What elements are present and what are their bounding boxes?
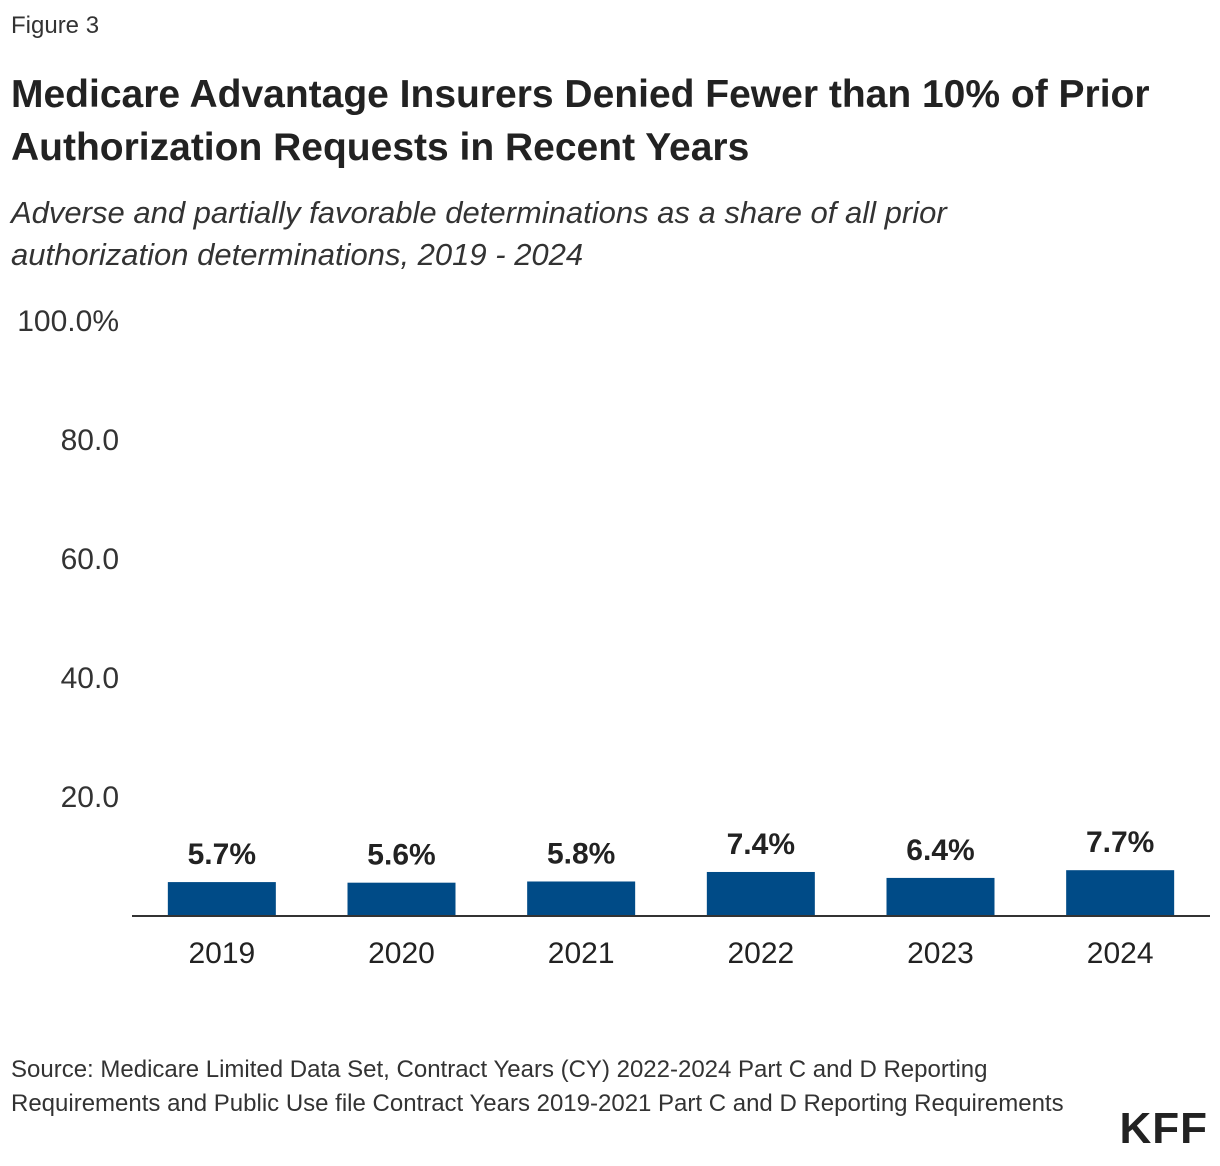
data-labels: 5.7% 5.6% 5.8% 7.4% 6.4% 7.7%	[188, 826, 1155, 871]
bar-2023	[886, 877, 995, 916]
bar-2019	[167, 882, 276, 916]
y-tick-label: 40.0	[61, 662, 119, 695]
x-tick-label-2019: 2019	[188, 937, 255, 970]
y-axis-ticks: 20.0 40.0 60.0 80.0 100.0%	[17, 305, 119, 814]
x-tick-label-2022: 2022	[727, 937, 794, 970]
bar-2022	[706, 871, 815, 916]
x-tick-label-2024: 2024	[1087, 937, 1154, 970]
x-tick-label-2021: 2021	[548, 937, 615, 970]
bar-2021	[527, 881, 636, 916]
figure-label: Figure 3	[11, 12, 100, 39]
chart-title: Medicare Advantage Insurers Denied Fewer…	[11, 73, 1150, 169]
kff-logo: KFF	[1119, 1104, 1208, 1153]
y-tick-label: 80.0	[61, 424, 119, 457]
bar-2020	[347, 882, 456, 916]
x-axis-ticks: 2019 2020 2021 2022 2023 2024	[188, 937, 1153, 970]
x-tick-label-2020: 2020	[368, 937, 435, 970]
data-label-2023: 6.4%	[906, 834, 974, 867]
data-label-2019: 5.7%	[188, 838, 256, 871]
x-tick-label-2023: 2023	[907, 937, 974, 970]
source-note: Source: Medicare Limited Data Set, Contr…	[11, 1056, 1064, 1117]
chart-subtitle: Adverse and partially favorable determin…	[11, 195, 947, 272]
data-label-2021: 5.8%	[547, 837, 615, 870]
bar-chart: 20.0 40.0 60.0 80.0 100.0% 5.7% 5.6% 5.8% 7.4% 6…	[17, 305, 1210, 970]
y-tick-label: 100.0%	[17, 305, 119, 338]
data-label-2020: 5.6%	[367, 839, 435, 872]
data-label-2024: 7.7%	[1086, 826, 1154, 859]
bar-2024	[1066, 870, 1175, 916]
y-tick-label: 20.0	[61, 781, 119, 814]
y-tick-label: 60.0	[61, 543, 119, 576]
bars	[167, 870, 1175, 916]
data-label-2022: 7.4%	[727, 828, 795, 861]
